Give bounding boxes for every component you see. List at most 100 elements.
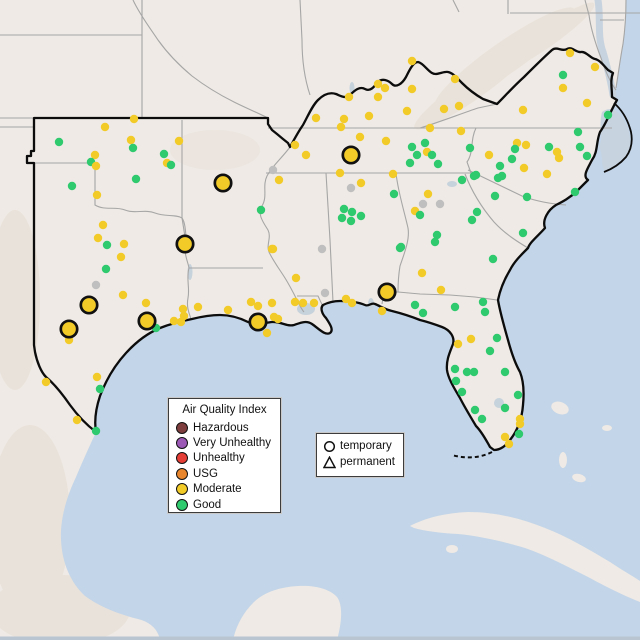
- station-marker[interactable]: [412, 150, 422, 160]
- station-marker[interactable]: [92, 190, 102, 200]
- station-marker[interactable]: [128, 143, 138, 153]
- station-marker[interactable]: [518, 105, 528, 115]
- station-marker[interactable]: [141, 298, 151, 308]
- station-marker[interactable]: [67, 181, 77, 191]
- station-marker[interactable]: [469, 367, 479, 377]
- station-marker[interactable]: [268, 244, 278, 254]
- station-marker[interactable]: [500, 403, 510, 413]
- station-marker[interactable]: [373, 92, 383, 102]
- station-marker[interactable]: [518, 228, 528, 238]
- station-marker[interactable]: [356, 211, 366, 221]
- station-marker[interactable]: [193, 302, 203, 312]
- station-marker[interactable]: [246, 297, 256, 307]
- station-marker[interactable]: [388, 169, 398, 179]
- station-marker[interactable]: [174, 136, 184, 146]
- station-marker[interactable]: [119, 239, 129, 249]
- station-marker[interactable]: [346, 183, 356, 193]
- station-marker[interactable]: [131, 174, 141, 184]
- station-marker[interactable]: [54, 137, 64, 147]
- station-marker[interactable]: [590, 62, 600, 72]
- station-marker[interactable]: [430, 237, 440, 247]
- station-marker[interactable]: [93, 233, 103, 243]
- station-marker[interactable]: [159, 149, 169, 159]
- station-marker[interactable]: [298, 298, 308, 308]
- station-marker[interactable]: [381, 136, 391, 146]
- station-marker[interactable]: [450, 74, 460, 84]
- station-marker[interactable]: [514, 429, 524, 439]
- station-marker[interactable]: [402, 106, 412, 116]
- station-marker[interactable]: [339, 114, 349, 124]
- station-marker[interactable]: [336, 122, 346, 132]
- station-marker[interactable]: [510, 144, 520, 154]
- station-marker[interactable]: [118, 290, 128, 300]
- station-marker[interactable]: [515, 419, 525, 429]
- station-marker[interactable]: [407, 142, 417, 152]
- station-marker[interactable]: [90, 150, 100, 160]
- station-marker[interactable]: [169, 316, 179, 326]
- station-marker[interactable]: [462, 367, 472, 377]
- temporary-station-marker[interactable]: [377, 282, 397, 302]
- station-marker[interactable]: [92, 372, 102, 382]
- station-marker[interactable]: [262, 328, 272, 338]
- station-marker[interactable]: [558, 70, 568, 80]
- station-marker[interactable]: [311, 113, 321, 123]
- station-marker[interactable]: [485, 346, 495, 356]
- station-marker[interactable]: [291, 273, 301, 283]
- station-marker[interactable]: [451, 376, 461, 386]
- station-marker[interactable]: [72, 415, 82, 425]
- station-marker[interactable]: [603, 110, 613, 120]
- station-marker[interactable]: [427, 150, 437, 160]
- station-marker[interactable]: [347, 207, 357, 217]
- station-marker[interactable]: [492, 333, 502, 343]
- station-marker[interactable]: [470, 405, 480, 415]
- station-marker[interactable]: [565, 48, 575, 58]
- temporary-station-marker[interactable]: [248, 312, 268, 332]
- station-marker[interactable]: [478, 297, 488, 307]
- station-marker[interactable]: [457, 175, 467, 185]
- station-marker[interactable]: [317, 244, 327, 254]
- station-marker[interactable]: [456, 126, 466, 136]
- station-marker[interactable]: [98, 220, 108, 230]
- station-marker[interactable]: [273, 314, 283, 324]
- station-marker[interactable]: [450, 364, 460, 374]
- station-marker[interactable]: [407, 84, 417, 94]
- station-marker[interactable]: [176, 317, 186, 327]
- station-marker[interactable]: [341, 294, 351, 304]
- station-marker[interactable]: [484, 150, 494, 160]
- station-marker[interactable]: [274, 175, 284, 185]
- station-marker[interactable]: [519, 163, 529, 173]
- temporary-station-marker[interactable]: [59, 319, 79, 339]
- station-marker[interactable]: [389, 189, 399, 199]
- station-marker[interactable]: [500, 432, 510, 442]
- station-marker[interactable]: [415, 210, 425, 220]
- station-marker[interactable]: [582, 151, 592, 161]
- station-marker[interactable]: [223, 305, 233, 315]
- station-marker[interactable]: [472, 207, 482, 217]
- station-marker[interactable]: [347, 298, 357, 308]
- station-marker[interactable]: [377, 306, 387, 316]
- station-marker[interactable]: [554, 153, 564, 163]
- station-marker[interactable]: [521, 140, 531, 150]
- station-marker[interactable]: [500, 367, 510, 377]
- station-marker[interactable]: [570, 187, 580, 197]
- station-marker[interactable]: [100, 122, 110, 132]
- station-marker[interactable]: [495, 161, 505, 171]
- station-marker[interactable]: [418, 308, 428, 318]
- station-marker[interactable]: [558, 83, 568, 93]
- station-marker[interactable]: [407, 56, 417, 66]
- station-marker[interactable]: [542, 169, 552, 179]
- station-marker[interactable]: [480, 307, 490, 317]
- station-marker[interactable]: [513, 390, 523, 400]
- station-marker[interactable]: [339, 204, 349, 214]
- station-marker[interactable]: [439, 104, 449, 114]
- temporary-station-marker[interactable]: [341, 145, 361, 165]
- station-marker[interactable]: [356, 178, 366, 188]
- station-marker[interactable]: [346, 216, 356, 226]
- station-marker[interactable]: [290, 140, 300, 150]
- station-marker[interactable]: [178, 304, 188, 314]
- station-marker[interactable]: [432, 230, 442, 240]
- station-marker[interactable]: [418, 199, 428, 209]
- station-marker[interactable]: [267, 298, 277, 308]
- station-marker[interactable]: [457, 387, 467, 397]
- temporary-station-marker[interactable]: [137, 311, 157, 331]
